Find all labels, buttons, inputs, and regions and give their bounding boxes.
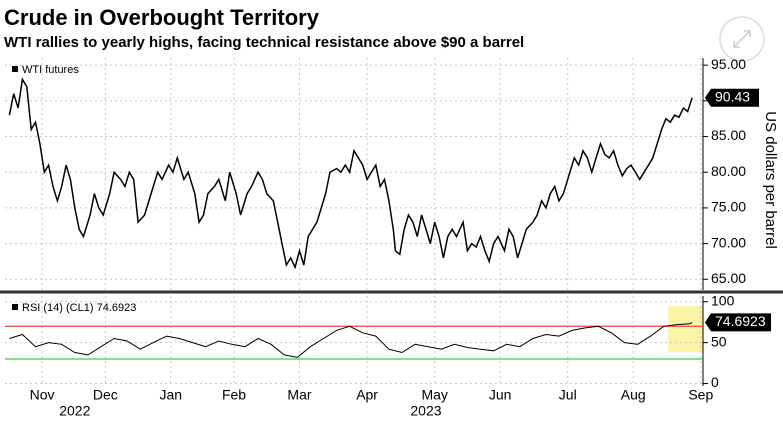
last-value-label: 74.6923 bbox=[715, 313, 766, 329]
x-tick-label: Dec bbox=[93, 387, 118, 403]
x-tick-label: Feb bbox=[222, 387, 246, 403]
last-value-tag bbox=[705, 88, 759, 107]
x-tick-label: Jul bbox=[559, 387, 577, 403]
expand-icon[interactable] bbox=[719, 16, 765, 62]
x-tick-label: May bbox=[421, 387, 447, 403]
x-tick-label: Nov bbox=[30, 387, 55, 403]
y-tick-label: 0 bbox=[711, 374, 719, 390]
series-line bbox=[8, 77, 693, 270]
last-value-label: 90.43 bbox=[715, 88, 750, 104]
y-tick-label: 50 bbox=[711, 333, 727, 349]
y-tick-label: 85.00 bbox=[711, 127, 746, 143]
overbought-highlight bbox=[668, 306, 703, 352]
x-tick-label: Sep bbox=[688, 387, 713, 403]
y-axis-label: US dollars per barrel bbox=[762, 111, 779, 249]
icon-arrows bbox=[733, 30, 751, 48]
year-label: 2022 bbox=[59, 403, 90, 419]
y-tick-label: 70.00 bbox=[711, 234, 746, 250]
legend-swatch bbox=[12, 66, 18, 72]
y-tick-label: 100 bbox=[711, 292, 735, 308]
y-tick-label: 65.00 bbox=[711, 270, 746, 286]
last-value-tag bbox=[705, 313, 771, 332]
legend-label: RSI (14) (CL1) 74.6923 bbox=[22, 302, 136, 314]
series-line bbox=[9, 321, 693, 358]
x-tick-label: Apr bbox=[356, 387, 378, 403]
x-tick-label: Jun bbox=[489, 387, 512, 403]
legend-swatch bbox=[12, 304, 18, 310]
y-tick-label: 75.00 bbox=[711, 199, 746, 215]
x-tick-label: Aug bbox=[621, 387, 646, 403]
icon-circle bbox=[719, 16, 765, 62]
year-label: 2023 bbox=[410, 403, 441, 419]
legend-label: WTI futures bbox=[22, 64, 79, 76]
x-tick-label: Jan bbox=[159, 387, 182, 403]
y-tick-label: 95.00 bbox=[711, 56, 746, 72]
chart-subtitle: WTI rallies to yearly highs, facing tech… bbox=[4, 34, 524, 51]
x-tick-label: Mar bbox=[287, 387, 311, 403]
chart-title: Crude in Overbought Territory bbox=[4, 5, 320, 30]
y-tick-label: 80.00 bbox=[711, 163, 746, 179]
